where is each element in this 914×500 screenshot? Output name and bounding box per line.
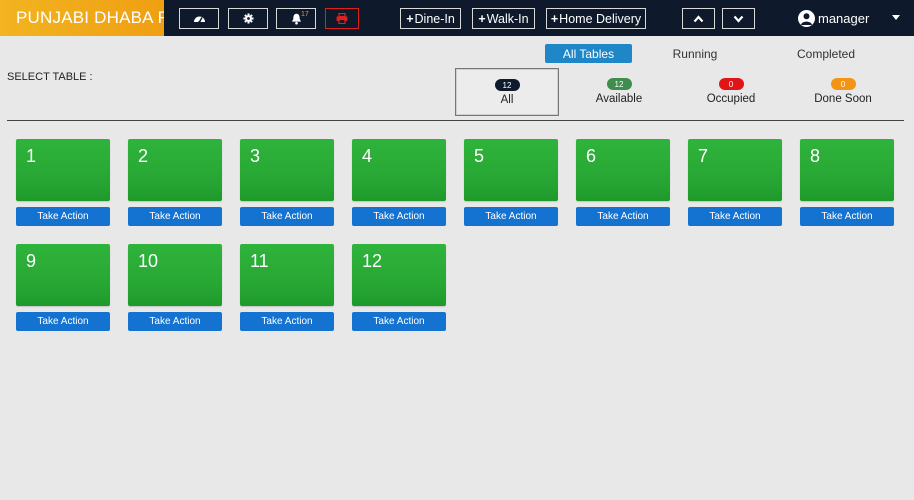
table-tile[interactable]: 5 — [464, 139, 558, 201]
table-tile[interactable]: 1 — [16, 139, 110, 201]
table-tile[interactable]: 2 — [128, 139, 222, 201]
home-delivery-label: Home Delivery — [559, 11, 642, 26]
take-action-button[interactable]: Take Action — [240, 312, 334, 331]
gear-icon — [242, 13, 254, 24]
notifications-button[interactable]: 17 — [276, 8, 316, 29]
table-tile[interactable]: 10 — [128, 244, 222, 306]
chevron-up-icon — [693, 14, 704, 23]
take-action-button[interactable]: Take Action — [16, 207, 110, 226]
take-action-button[interactable]: Take Action — [240, 207, 334, 226]
take-action-button[interactable]: Take Action — [352, 312, 446, 331]
take-action-button[interactable]: Take Action — [16, 312, 110, 331]
plus-icon: + — [478, 11, 486, 26]
user-menu[interactable]: manager — [798, 9, 869, 27]
table-tile[interactable]: 7 — [688, 139, 782, 201]
table-tile[interactable]: 12 — [352, 244, 446, 306]
dashboard-icon — [193, 13, 206, 24]
take-action-button[interactable]: Take Action — [352, 207, 446, 226]
table-card: 9 Take Action — [16, 244, 110, 331]
filter-done-soon[interactable]: 0 Done Soon — [791, 68, 895, 116]
take-action-button[interactable]: Take Action — [576, 207, 670, 226]
username: manager — [818, 10, 870, 26]
home-delivery-button[interactable]: + Home Delivery — [546, 8, 646, 29]
chevron-down-icon — [733, 15, 744, 23]
settings-button[interactable] — [228, 8, 268, 29]
table-card: 7 Take Action — [688, 139, 782, 226]
user-icon — [798, 9, 815, 27]
filter-label: Done Soon — [814, 93, 872, 105]
table-card: 10 Take Action — [128, 244, 222, 331]
take-action-button[interactable]: Take Action — [688, 207, 782, 226]
table-tile[interactable]: 3 — [240, 139, 334, 201]
tab-running[interactable]: Running — [672, 46, 718, 61]
table-card: 3 Take Action — [240, 139, 334, 226]
table-card: 11 Take Action — [240, 244, 334, 331]
table-card: 12 Take Action — [352, 244, 446, 331]
filter-all[interactable]: 12 All — [455, 68, 559, 116]
restaurant-brand: PUNJABI DHABA RE — [0, 0, 164, 36]
walk-in-label: Walk-In — [486, 11, 529, 26]
table-card: 5 Take Action — [464, 139, 558, 226]
plus-icon: + — [550, 11, 559, 26]
dine-in-label: Dine-In — [414, 11, 455, 26]
scroll-up-button[interactable] — [682, 8, 715, 29]
table-tile[interactable]: 4 — [352, 139, 446, 201]
table-card: 8 Take Action — [800, 139, 894, 226]
filter-label: Available — [595, 93, 643, 105]
printer-icon — [336, 13, 348, 24]
print-button[interactable] — [325, 8, 359, 29]
walk-in-button[interactable]: + Walk-In — [472, 8, 535, 29]
divider — [7, 120, 904, 121]
table-tile[interactable]: 6 — [576, 139, 670, 201]
table-tile[interactable]: 9 — [16, 244, 110, 306]
table-card: 1 Take Action — [16, 139, 110, 226]
take-action-button[interactable]: Take Action — [464, 207, 558, 226]
caret-down-icon[interactable] — [892, 15, 900, 20]
table-tile[interactable]: 8 — [800, 139, 894, 201]
count-badge: 12 — [494, 79, 520, 91]
table-card: 4 Take Action — [352, 139, 446, 226]
select-table-label: SELECT TABLE : — [7, 71, 93, 83]
table-tile[interactable]: 11 — [240, 244, 334, 306]
filter-available[interactable]: 12 Available — [567, 68, 671, 116]
filter-label: All — [500, 94, 514, 106]
dashboard-button[interactable] — [179, 8, 219, 29]
dine-in-button[interactable]: + Dine-In — [400, 8, 461, 29]
count-badge: 0 — [830, 78, 856, 90]
take-action-button[interactable]: Take Action — [800, 207, 894, 226]
table-card: 2 Take Action — [128, 139, 222, 226]
tab-completed[interactable]: Completed — [796, 46, 856, 61]
tab-all-tables[interactable]: All Tables — [545, 44, 632, 63]
count-badge: 0 — [718, 78, 744, 90]
bell-icon — [291, 13, 302, 25]
take-action-button[interactable]: Take Action — [128, 207, 222, 226]
top-header: PUNJABI DHABA RE 17 +Dine-In +Walk-In +H… — [0, 0, 914, 36]
take-action-button[interactable]: Take Action — [128, 312, 222, 331]
filter-label: Occupied — [706, 93, 756, 105]
notification-count: 17 — [301, 11, 309, 18]
scroll-down-button[interactable] — [722, 8, 755, 29]
filter-occupied[interactable]: 0 Occupied — [679, 68, 783, 116]
table-card: 6 Take Action — [576, 139, 670, 226]
plus-icon: + — [406, 11, 414, 26]
count-badge: 12 — [606, 78, 632, 90]
